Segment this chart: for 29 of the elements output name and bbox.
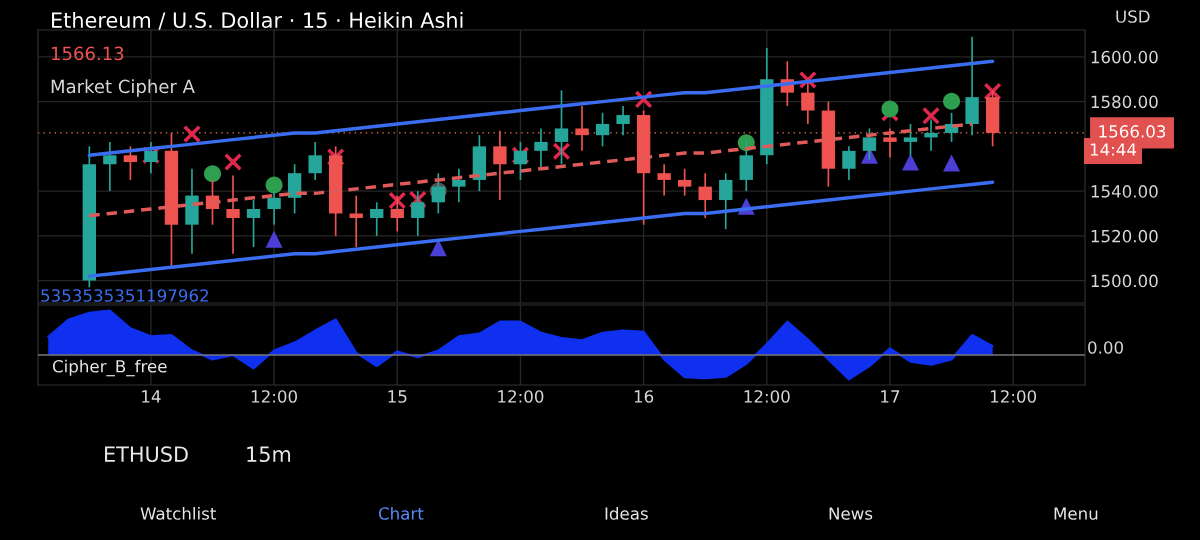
x-tick-label: 14: [142, 390, 161, 403]
chart-title: Ethereum / U.S. Dollar · 15 · Heikin Ashi: [52, 11, 463, 30]
x-tick-label: 17: [881, 390, 900, 403]
annotation: Cipher_B_free: [52, 359, 167, 377]
x-tick-label: 12:00: [990, 390, 1037, 403]
x-tick-label: 12:00: [251, 390, 297, 403]
annotation: 1566.13: [51, 46, 124, 61]
x-tick-label: 15: [388, 390, 407, 403]
y-tick-label: 1520.00: [1091, 229, 1158, 243]
text: Watchlist: [140, 506, 216, 520]
text: News: [829, 507, 873, 520]
text: 14:44: [1090, 143, 1137, 156]
y-tick-label: 1580.00: [1091, 95, 1158, 109]
x-tick-label: 12:00: [744, 390, 790, 403]
annotation: 5353535351197962: [41, 289, 208, 302]
text: 15m: [247, 446, 291, 463]
annotation: Market Cipher A: [51, 79, 195, 97]
y-tick-label: 1500.00: [1091, 274, 1158, 288]
text: Ideas: [605, 506, 648, 520]
ref-line-label: 1566.03: [1099, 125, 1166, 138]
text: ETHUSD: [105, 446, 188, 463]
text: Chart: [378, 506, 424, 520]
text: 0.00: [1088, 341, 1123, 354]
y-tick-label: 1540.00: [1091, 185, 1158, 198]
text: USD: [1116, 10, 1150, 23]
x-tick-label: 16: [634, 390, 654, 403]
y-tick-label: 1600.00: [1091, 50, 1158, 64]
text: Menu: [1054, 507, 1098, 520]
x-tick-label: 12:00: [498, 390, 544, 403]
